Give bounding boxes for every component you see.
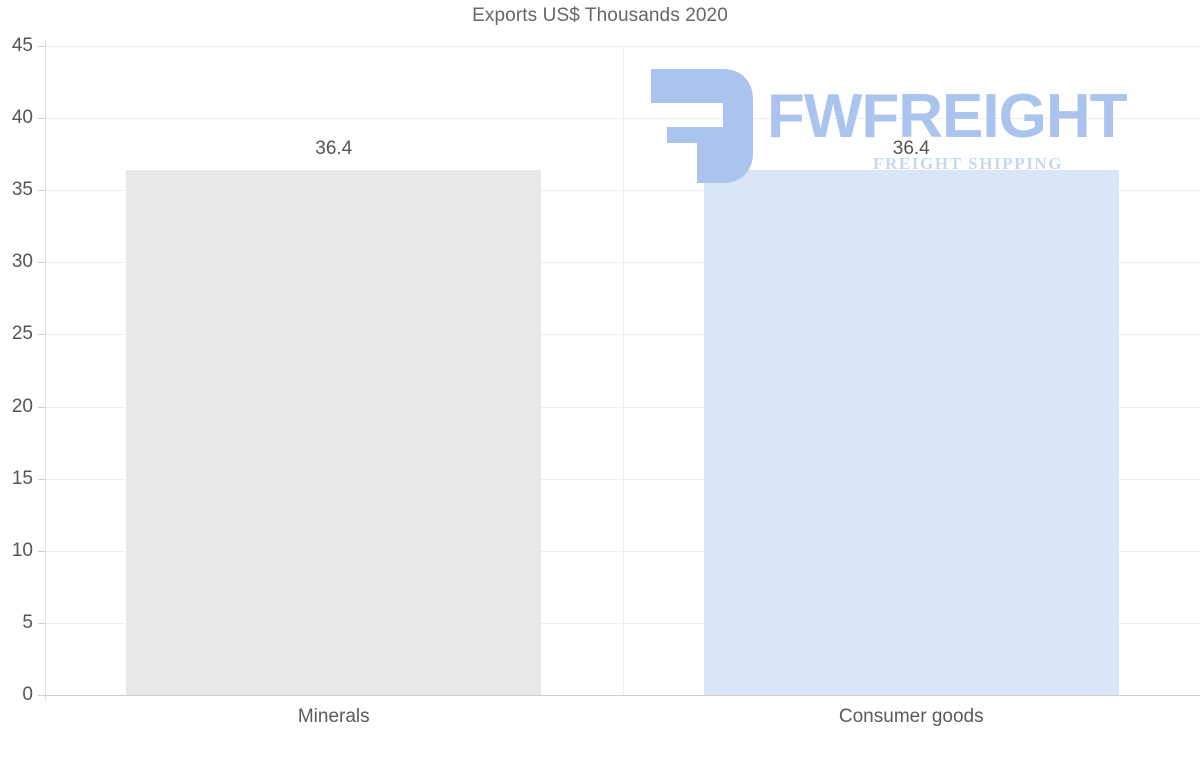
bar-consumer-goods[interactable] bbox=[703, 170, 1119, 695]
y-tick-label: 0 bbox=[22, 684, 33, 705]
y-tick-label: 20 bbox=[11, 395, 33, 417]
bar-minerals[interactable] bbox=[126, 170, 542, 695]
chart-title: Exports US$ Thousands 2020 bbox=[472, 5, 728, 26]
y-tick-mark bbox=[38, 406, 45, 408]
y-tick-label: 25 bbox=[11, 323, 33, 345]
y-tick-mark bbox=[38, 622, 45, 624]
x-axis-line bbox=[38, 695, 1200, 696]
y-tick-mark bbox=[38, 478, 45, 480]
y-tick-mark bbox=[38, 118, 45, 120]
plot-area bbox=[45, 46, 1200, 695]
gridline-vertical bbox=[622, 46, 624, 695]
bar-value-label: 36.4 bbox=[892, 138, 930, 160]
y-tick-mark bbox=[38, 262, 45, 264]
y-tick-mark bbox=[38, 550, 45, 552]
y-tick-mark bbox=[38, 695, 45, 696]
y-tick-label: 40 bbox=[11, 107, 33, 129]
y-axis-line bbox=[45, 40, 46, 701]
y-tick-mark bbox=[38, 190, 45, 192]
x-tick-label: Consumer goods bbox=[838, 706, 984, 727]
y-tick-mark bbox=[38, 334, 45, 336]
y-tick-label: 10 bbox=[11, 539, 33, 561]
x-tick-label: Minerals bbox=[297, 706, 370, 727]
bar-value-label: 36.4 bbox=[315, 138, 353, 160]
y-tick-label: 35 bbox=[11, 179, 33, 201]
y-tick-label: 30 bbox=[11, 251, 33, 273]
y-tick-label: 5 bbox=[22, 611, 33, 633]
y-tick-mark bbox=[38, 46, 45, 47]
y-tick-label: 45 bbox=[11, 35, 33, 56]
y-tick-label: 15 bbox=[11, 467, 33, 489]
